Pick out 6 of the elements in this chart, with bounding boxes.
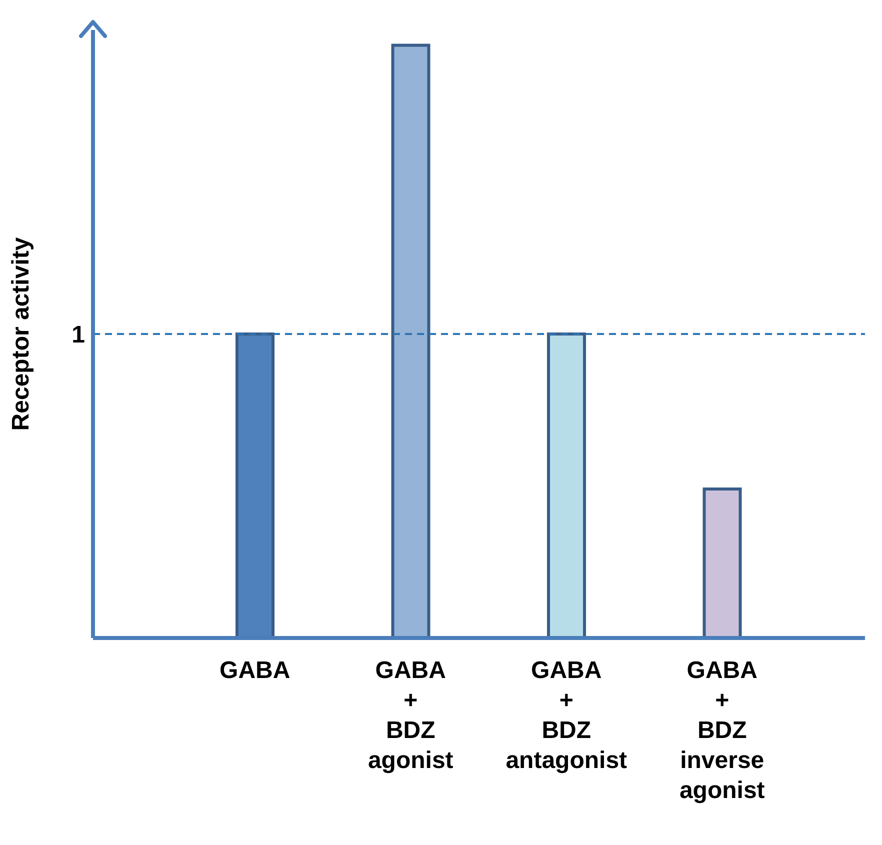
x-tick-label: GABA + BDZ inverse agonist [679, 657, 765, 804]
y-tick-label: 1 [72, 322, 85, 349]
x-tick-label: GABA + BDZ antagonist [506, 657, 628, 774]
y-axis-title: Receptor activity [8, 236, 35, 431]
x-tick-label: GABA + BDZ agonist [368, 657, 454, 774]
x-tick-label: GABA [220, 657, 290, 684]
